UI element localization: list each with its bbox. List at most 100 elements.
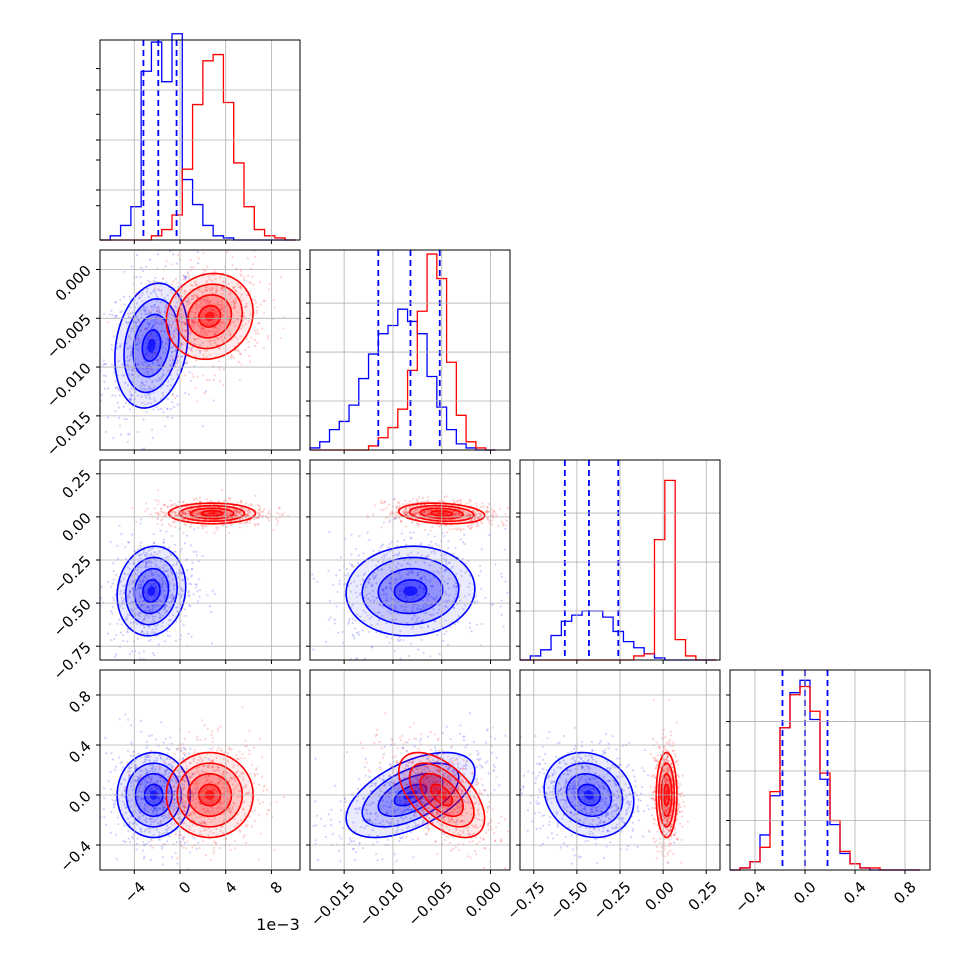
sample-point bbox=[400, 564, 403, 567]
sample-point bbox=[145, 562, 148, 565]
sample-point bbox=[254, 301, 258, 304]
sample-point bbox=[500, 572, 503, 575]
sample-point bbox=[106, 321, 109, 324]
sample-point bbox=[158, 598, 161, 602]
sample-point bbox=[499, 605, 503, 608]
sample-point bbox=[131, 835, 134, 838]
sample-point bbox=[146, 352, 149, 355]
sample-point bbox=[192, 266, 195, 269]
sample-point bbox=[455, 514, 458, 517]
sample-point bbox=[145, 633, 149, 636]
sample-point bbox=[112, 803, 115, 806]
sample-point bbox=[195, 307, 198, 310]
sample-point bbox=[162, 363, 165, 367]
sample-point bbox=[123, 591, 126, 594]
sample-point bbox=[418, 582, 422, 585]
sample-point bbox=[447, 561, 451, 564]
sample-point bbox=[469, 513, 472, 517]
sample-point bbox=[153, 306, 156, 309]
sample-point bbox=[399, 519, 402, 523]
sample-point bbox=[446, 531, 449, 534]
sample-point bbox=[363, 596, 366, 599]
sample-point bbox=[419, 570, 423, 573]
sample-point bbox=[233, 301, 236, 304]
sample-point bbox=[138, 815, 141, 818]
sample-point bbox=[423, 587, 426, 591]
sample-point bbox=[496, 514, 499, 517]
sample-point bbox=[405, 573, 409, 576]
sample-point bbox=[218, 380, 221, 383]
sample-point bbox=[136, 569, 139, 572]
sample-point bbox=[145, 566, 148, 569]
sample-point bbox=[150, 787, 153, 791]
sample-point bbox=[479, 513, 482, 517]
sample-point bbox=[173, 319, 176, 322]
sample-point bbox=[228, 496, 231, 500]
sample-point bbox=[257, 508, 260, 512]
sample-point bbox=[131, 610, 135, 613]
sample-point bbox=[162, 741, 165, 744]
sample-point bbox=[398, 504, 401, 507]
sample-point bbox=[102, 359, 105, 362]
sample-point bbox=[112, 562, 115, 565]
sample-point bbox=[165, 530, 168, 533]
sample-point bbox=[151, 763, 154, 766]
sample-point bbox=[155, 779, 159, 782]
sample-point bbox=[153, 631, 156, 634]
sample-point bbox=[429, 585, 432, 588]
sample-point bbox=[168, 635, 172, 638]
sample-point bbox=[433, 549, 436, 552]
sample-point bbox=[430, 614, 433, 617]
sample-point bbox=[197, 337, 200, 340]
sample-point bbox=[491, 514, 494, 517]
sample-point bbox=[138, 583, 142, 587]
contour-line bbox=[142, 579, 161, 604]
sample-point bbox=[200, 797, 204, 800]
sample-point bbox=[486, 510, 490, 513]
sample-point bbox=[430, 603, 433, 606]
sample-point bbox=[122, 777, 125, 781]
sample-point bbox=[198, 496, 202, 499]
sample-point bbox=[467, 512, 471, 515]
sample-point bbox=[372, 549, 375, 553]
sample-point bbox=[167, 338, 170, 341]
sample-point bbox=[152, 811, 155, 814]
sample-point bbox=[399, 520, 403, 524]
sample-point bbox=[129, 815, 133, 818]
sample-point bbox=[378, 603, 382, 607]
sample-point bbox=[172, 332, 175, 335]
sample-point bbox=[144, 328, 147, 331]
sample-point bbox=[165, 305, 168, 308]
sample-point bbox=[172, 797, 175, 800]
sample-point bbox=[139, 583, 143, 586]
sample-point bbox=[197, 325, 201, 328]
sample-point bbox=[160, 407, 163, 410]
sample-point bbox=[159, 329, 163, 333]
sample-point bbox=[142, 357, 145, 361]
sample-point bbox=[208, 605, 212, 608]
sample-point bbox=[142, 387, 145, 390]
sample-point bbox=[120, 623, 123, 626]
sample-point bbox=[155, 347, 158, 350]
sample-point bbox=[110, 343, 113, 347]
sample-point bbox=[232, 285, 236, 288]
sample-point bbox=[205, 300, 208, 303]
sample-point bbox=[159, 507, 162, 510]
sample-point bbox=[153, 620, 156, 624]
sample-point bbox=[361, 629, 364, 632]
sample-point bbox=[448, 594, 451, 597]
sample-point bbox=[124, 840, 127, 843]
sample-point bbox=[161, 391, 164, 395]
sample-point bbox=[241, 319, 244, 323]
sample-point bbox=[455, 593, 458, 596]
sample-point bbox=[170, 593, 174, 596]
sample-point bbox=[180, 586, 183, 589]
sample-point bbox=[173, 798, 176, 801]
sample-point bbox=[419, 543, 422, 546]
sample-point bbox=[124, 713, 127, 716]
sample-point bbox=[237, 341, 240, 344]
sample-point bbox=[420, 576, 424, 579]
sample-point bbox=[107, 387, 110, 390]
sample-point bbox=[169, 499, 172, 502]
sample-point bbox=[414, 560, 418, 564]
